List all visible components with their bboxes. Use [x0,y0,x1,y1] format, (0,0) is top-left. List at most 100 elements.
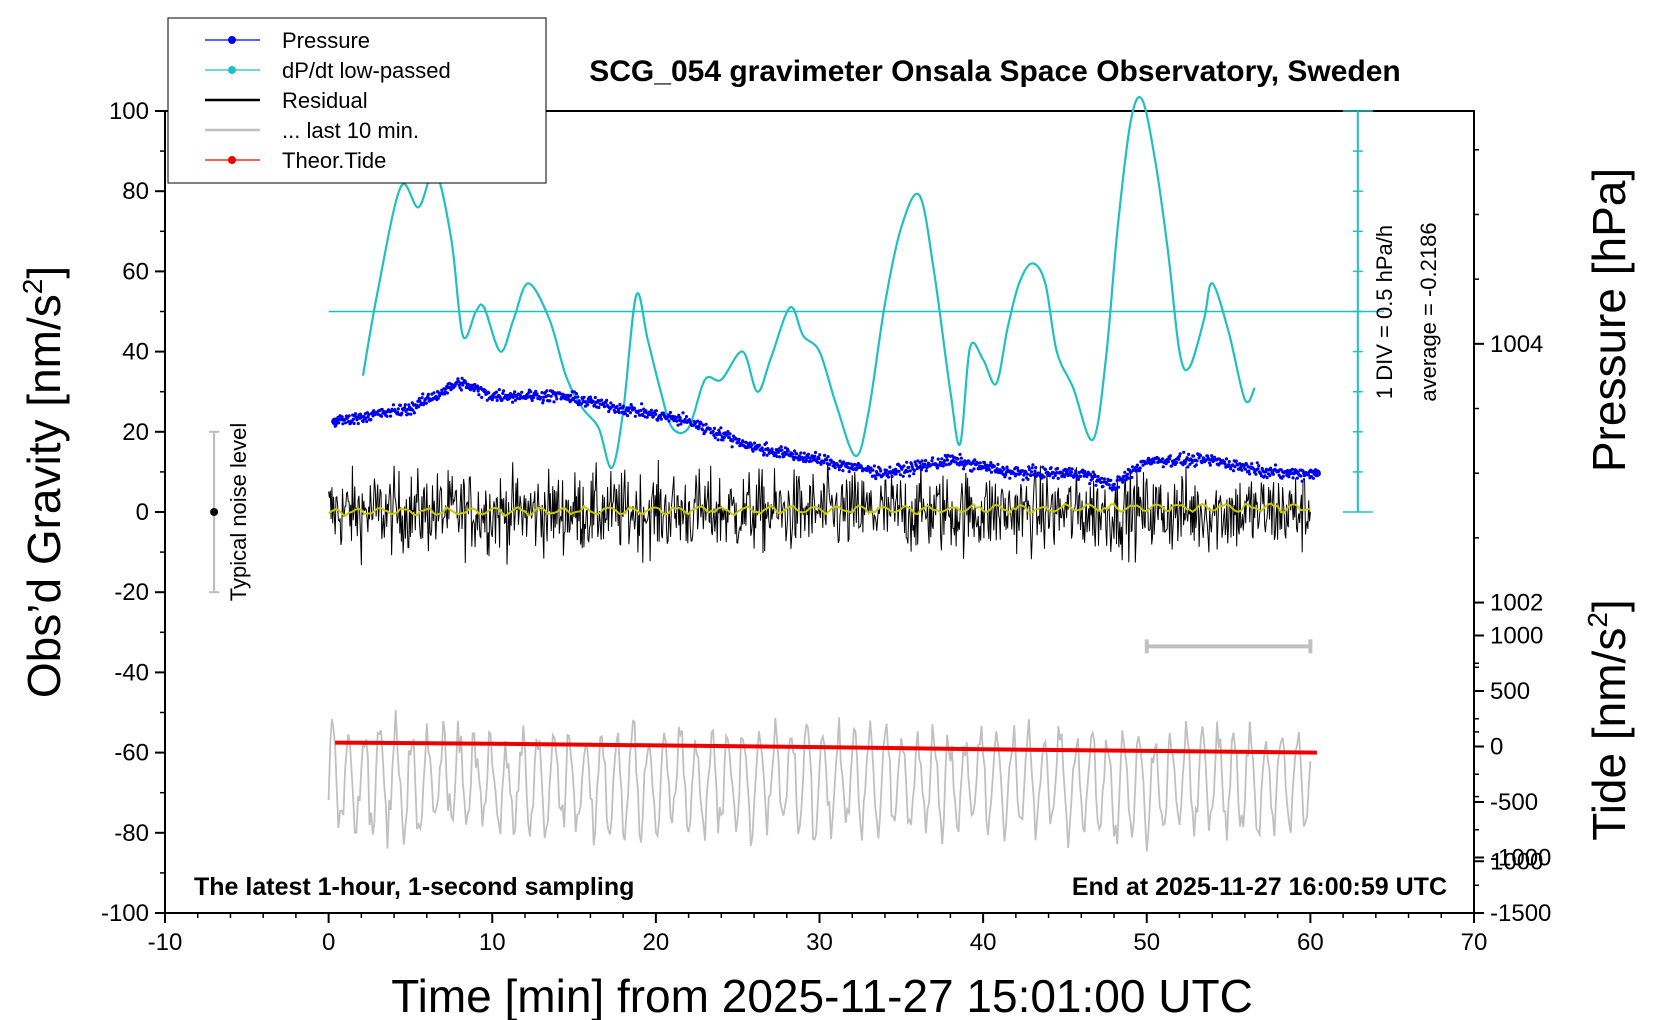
x-tick-label: 60 [1297,929,1324,956]
y-tick-label: 100 [109,98,149,125]
pressure-point [1269,468,1273,472]
pressure-point [1243,467,1247,471]
pressure-point [352,421,356,426]
pressure-point [494,390,499,394]
tide-tick-label: -1000 [1490,845,1551,872]
pressure-point [725,433,729,437]
pressure-point [1185,456,1189,460]
pressure-point [1033,469,1037,473]
pressure-point [1030,466,1034,470]
pressure-point [340,415,344,419]
pressure-point [901,474,905,478]
pressure-point [1187,452,1191,456]
pressure-point [825,458,829,462]
pressure-point [453,384,457,388]
pressure-point [607,409,611,414]
x-tick-label: 30 [806,929,833,956]
residual-series [328,459,1311,566]
pressure-point [804,458,809,462]
legend-swatch-dot [228,36,236,44]
pressure-point [472,389,476,393]
pressure-point [1295,476,1299,480]
pressure-point [640,402,644,406]
pressure-point [1229,467,1233,471]
y-tick-label: -60 [114,740,149,767]
pressure-point [931,456,935,460]
pressure-point [897,469,901,473]
pressure-point [617,411,621,415]
pressure-point [1090,476,1095,481]
pressure-point [573,395,577,399]
pressure-point [1130,465,1135,469]
pressure-point [1027,465,1031,469]
pressure-point [764,441,769,445]
pressure-point [868,470,872,474]
pressure-point [513,390,517,394]
pressure-point [534,389,538,393]
pressure-point [475,384,480,388]
pressure-point [1161,465,1165,469]
pressure-point [1069,470,1074,474]
pressure-point [1076,477,1081,481]
x-tick-label: -10 [148,929,183,956]
pressure-point [593,395,597,400]
pressure-point [367,412,371,416]
pressure-point [1012,471,1016,475]
pressure-point [907,474,912,478]
pressure-point [786,449,790,453]
pressure-point [945,458,950,462]
pressure-point [812,457,816,461]
legend-label: ... last 10 min. [282,118,419,143]
running-average-line [328,502,1311,518]
pressure-point [406,412,410,416]
pressure-point [1248,472,1252,476]
pressure-point [651,414,656,418]
pressure-point [405,407,409,412]
pressure-point [750,443,754,447]
y-tick-label: 60 [122,258,149,285]
pressure-point [355,418,359,422]
pressure-point [1182,450,1186,454]
pressure-point [957,463,961,467]
pressure-point [572,390,576,394]
pressure-point [890,474,894,479]
pressure-point [1224,457,1229,461]
pressure-point [344,421,348,425]
pressure-point [941,464,945,468]
y-tick-label: -20 [114,579,149,606]
pressure-point [497,388,501,392]
pressure-point [1100,476,1104,480]
pressure-point [762,451,766,455]
pressure-axis-label: Pressure [hPa] [1583,168,1635,472]
pressure-point [956,457,960,461]
pressure-point [1000,469,1004,474]
pressure-point [1094,483,1098,487]
pressure-point [572,398,576,402]
pressure-point [1306,473,1311,477]
pressure-point [1194,463,1198,467]
pressure-point [667,419,671,423]
pressure-point [445,391,449,395]
pressure-point [924,459,928,463]
pressure-point [898,473,903,477]
pressure-point [1110,488,1114,492]
pressure-point [1240,468,1244,472]
pressure-point [398,403,402,407]
pressure-point [501,391,505,395]
pressure-point [1190,460,1194,464]
pressure-point [668,410,673,415]
pressure-point [776,450,781,454]
pressure-point [1130,475,1134,479]
pressure-point [1127,476,1131,480]
theor-tide-series [335,740,1317,755]
pressure-point [1188,462,1192,466]
pressure-point [569,393,573,397]
residual-line [328,459,1311,566]
pressure-point [935,466,940,470]
pressure-point [920,459,924,463]
pressure-point [699,421,703,425]
pressure-point [495,398,499,402]
pressure-point [713,436,717,440]
pressure-point [677,413,681,417]
pressure-point [1041,465,1045,469]
